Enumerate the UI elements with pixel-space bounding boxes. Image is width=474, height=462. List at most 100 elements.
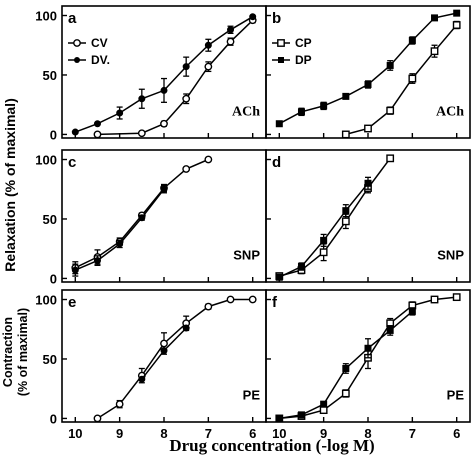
y-tick-label: 100: [35, 153, 57, 168]
data-point-dp: [342, 364, 350, 372]
legend-marker: [73, 39, 81, 47]
x-tick-label: 9: [116, 426, 123, 441]
y-axis-label-relaxation: Relaxation (% of maximal): [2, 98, 18, 272]
data-point-dp: [275, 273, 283, 281]
legend-label: DP: [295, 53, 312, 67]
panel-b: b ACh CP DP: [265, 5, 471, 139]
series-line-dp: [278, 12, 457, 125]
data-point-cv: [226, 37, 235, 46]
x-tick-label: 10: [68, 426, 82, 441]
data-point-dv: [182, 63, 190, 71]
data-point-cp: [430, 295, 439, 304]
data-point-dp: [342, 207, 350, 215]
data-point-cp: [386, 106, 395, 115]
data-point-cv: [248, 295, 257, 304]
data-point-cp: [341, 217, 350, 226]
data-point-dv: [93, 257, 101, 265]
panel-letter: e: [68, 294, 76, 311]
panel-letter: c: [68, 154, 76, 171]
data-point-dp: [364, 179, 372, 187]
data-point-cv: [182, 165, 191, 173]
y-tick-label: 50: [43, 68, 57, 83]
series-line-dv: [75, 188, 165, 271]
y-axis-label-contraction-line1: Contraction: [1, 317, 15, 387]
series-line-dp: [278, 182, 369, 278]
x-tick-label: 8: [364, 426, 371, 441]
panel-a: 0 50 100 a ACh CV DV.: [35, 5, 267, 142]
y-tick-label: 100: [35, 9, 57, 24]
x-tick-label: 6: [453, 426, 460, 441]
panel-letter: f: [272, 294, 278, 311]
data-point-dp: [297, 411, 305, 419]
data-point-dv: [116, 240, 124, 248]
legend-label: DV.: [91, 53, 110, 67]
data-point-cv: [160, 339, 168, 348]
data-point-dv: [138, 95, 146, 103]
data-point-dp: [386, 61, 394, 69]
series-line-cv: [97, 19, 254, 136]
data-point-dv: [160, 347, 168, 355]
x-tick-label: 7: [409, 426, 416, 441]
legend-marker: [277, 39, 285, 47]
y-tick-label: 0: [50, 411, 57, 426]
data-point-dv: [160, 86, 168, 94]
data-point-dv: [71, 128, 79, 136]
data-point-cv: [226, 295, 235, 304]
data-point-dv: [138, 214, 146, 222]
data-point-cp: [408, 74, 417, 83]
data-point-dp: [431, 14, 439, 22]
data-point-dv: [160, 185, 168, 193]
data-point-cp: [341, 130, 350, 139]
data-point-dv: [93, 120, 101, 128]
panel-letter: a: [68, 10, 77, 27]
data-point-cv: [93, 414, 102, 423]
series-line-cv: [97, 298, 253, 420]
data-point-dv: [138, 375, 146, 383]
x-tick-label: 7: [205, 426, 212, 441]
data-point-cp: [452, 293, 461, 302]
data-point-cv: [204, 155, 213, 164]
data-point-cv: [93, 130, 102, 139]
data-point-dv: [71, 266, 79, 274]
data-point-dp: [364, 80, 372, 88]
panel-agent-label: PE: [243, 388, 261, 403]
data-point-cv: [182, 94, 191, 103]
data-point-dp: [453, 9, 461, 17]
y-tick-label: 50: [43, 352, 57, 367]
panel-agent-label: PE: [447, 388, 465, 403]
panel-agent-label: ACh: [436, 105, 464, 120]
legend-marker: [278, 57, 284, 63]
x-tick-label: 6: [249, 426, 256, 441]
data-point-cp: [364, 124, 372, 133]
data-point-dp: [386, 326, 394, 334]
data-point-cp: [319, 248, 328, 257]
x-axis-label: Drug concentration (-log M): [169, 436, 374, 455]
y-axis-label-contraction-line2: (% of maximal): [16, 308, 30, 396]
y-tick-label: 0: [50, 271, 57, 286]
panel-agent-label: SNP: [437, 248, 464, 263]
data-point-dp: [408, 307, 416, 315]
data-point-cp: [452, 21, 461, 29]
y-tick-label: 0: [50, 127, 57, 142]
data-point-dp: [275, 120, 283, 128]
y-tick-label: 100: [35, 293, 57, 308]
series-line-cp: [279, 157, 391, 277]
data-point-dv: [182, 324, 190, 332]
data-point-cv: [137, 129, 146, 138]
panel-agent-label: SNP: [233, 248, 260, 263]
data-point-dp: [342, 92, 350, 100]
data-point-dv: [204, 41, 212, 49]
panel-letter: d: [272, 154, 281, 171]
data-point-cp: [430, 47, 439, 56]
data-point-dv: [249, 13, 257, 21]
panel-letter: b: [272, 10, 281, 27]
data-point-cv: [115, 400, 124, 409]
y-tick-label: 50: [43, 212, 57, 227]
data-point-cp: [341, 389, 350, 398]
data-point-dv: [116, 109, 124, 117]
legend-marker: [74, 57, 80, 63]
data-point-cv: [204, 302, 213, 311]
x-tick-label: 9: [320, 426, 327, 441]
